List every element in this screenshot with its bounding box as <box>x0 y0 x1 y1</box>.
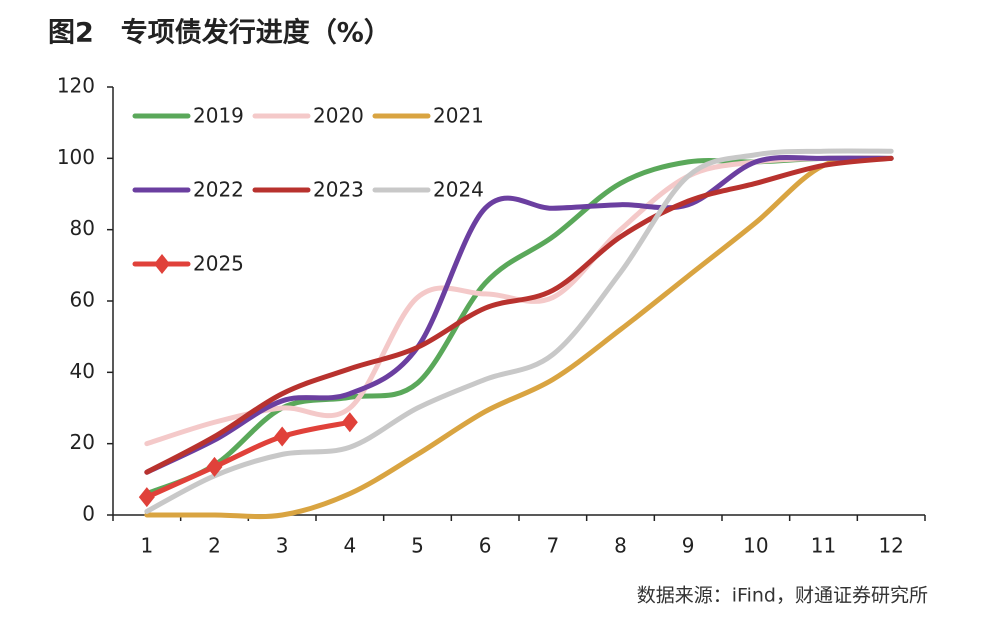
marker <box>341 412 358 433</box>
legend-marker <box>154 254 170 274</box>
x-tick-label: 6 <box>479 534 492 558</box>
legend-label: 2021 <box>433 104 484 128</box>
chart-title: 图2 专项债发行进度（%） <box>48 17 391 49</box>
marker <box>138 487 155 508</box>
x-tick-label: 8 <box>614 534 627 558</box>
y-tick-label: 40 <box>70 359 95 383</box>
x-tick-label: 5 <box>411 534 424 558</box>
legend-label: 2023 <box>313 178 364 202</box>
x-tick-label: 12 <box>878 534 903 558</box>
x-tick-label: 11 <box>811 534 836 558</box>
series-line <box>144 419 353 500</box>
series-line <box>144 154 894 475</box>
legend-label: 2025 <box>193 252 244 276</box>
series-line <box>144 155 894 520</box>
legend-label: 2020 <box>313 104 364 128</box>
source: 数据来源：iFind，财通证券研究所 <box>637 585 928 607</box>
legend-label: 2024 <box>433 178 484 202</box>
series-line <box>144 148 894 514</box>
marker <box>206 456 223 477</box>
x-tick-label: 7 <box>546 534 559 558</box>
y-tick-label: 0 <box>82 502 95 526</box>
series-line <box>144 155 894 475</box>
x-tick-label: 3 <box>276 534 289 558</box>
y-tick-label: 80 <box>70 216 95 240</box>
marker <box>274 426 291 447</box>
legend-label: 2019 <box>193 104 244 128</box>
x-tick-label: 1 <box>140 534 153 558</box>
y-tick-label: 60 <box>70 288 95 312</box>
series-line <box>144 155 894 497</box>
y-tick-label: 20 <box>70 430 95 454</box>
x-tick-label: 2 <box>208 534 221 558</box>
y-tick-label: 120 <box>57 74 95 98</box>
legend-label: 2022 <box>193 178 244 202</box>
x-tick-label: 4 <box>343 534 356 558</box>
y-tick-label: 100 <box>57 145 95 169</box>
x-tick-label: 10 <box>743 534 768 558</box>
x-tick-label: 9 <box>682 534 695 558</box>
